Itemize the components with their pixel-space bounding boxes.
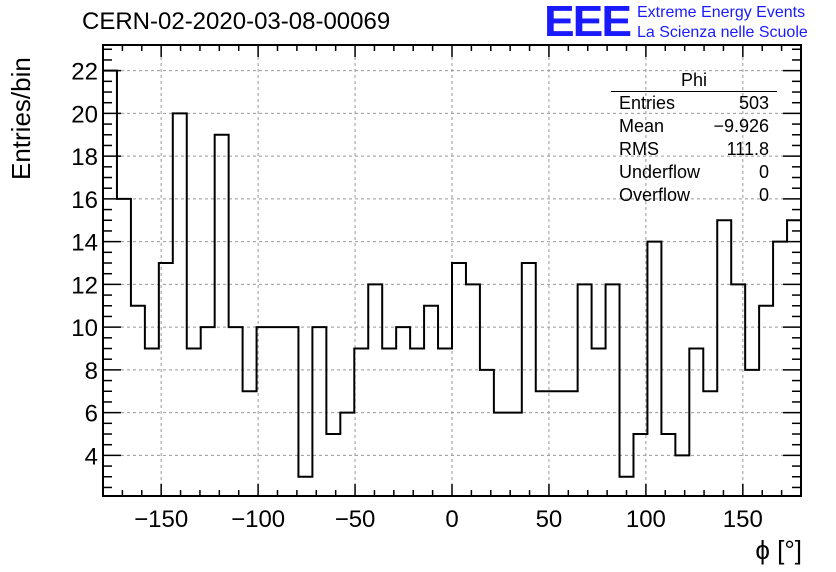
stats-value: 111.8	[726, 139, 769, 159]
stats-row-underflow: Underflow 0	[611, 161, 777, 184]
x-tick-label: −100	[231, 506, 285, 533]
stats-row-entries: Entries 503	[611, 92, 777, 115]
stats-row-mean: Mean −9.926	[611, 115, 777, 138]
y-tick-label: 10	[71, 315, 98, 342]
logo-line-2: La Scienza nelle Scuole	[637, 24, 808, 41]
stats-row-rms: RMS 111.8	[611, 138, 777, 161]
stats-value: 0	[758, 185, 769, 205]
y-tick-label: 4	[85, 443, 98, 470]
chart-title: CERN-02-2020-03-08-00069	[82, 8, 391, 35]
y-tick-label: 20	[71, 101, 98, 128]
x-tick-label: −150	[134, 506, 188, 533]
x-tick-label: 0	[445, 506, 458, 533]
stats-box: Phi Entries 503 Mean −9.926 RMS 111.8 Under…	[611, 70, 777, 207]
stats-label: Overflow	[619, 185, 691, 205]
y-tick-label: 6	[85, 401, 98, 428]
stats-value: −9.926	[713, 116, 769, 136]
logo-line-1: Extreme Energy Events	[637, 4, 806, 21]
stats-value: 0	[758, 162, 769, 182]
y-axis: 4 6 8 10 12 14 16 18 20 22	[71, 48, 801, 489]
stats-label: RMS	[619, 139, 659, 159]
stats-label: Underflow	[619, 162, 701, 182]
x-tick-label: 50	[536, 506, 563, 533]
x-tick-label: 150	[723, 506, 763, 533]
stats-title: Phi	[611, 70, 777, 92]
stats-row-overflow: Overflow 0	[611, 184, 777, 207]
stats-value: 503	[738, 93, 769, 113]
stats-label: Entries	[619, 93, 676, 113]
histogram-line	[103, 69, 801, 478]
y-tick-label: 16	[71, 187, 98, 214]
y-tick-label: 12	[71, 272, 98, 299]
y-tick-label: 14	[71, 230, 98, 257]
eee-logo: EEE	[544, 0, 632, 46]
y-axis-label: Entries/bin	[6, 57, 36, 180]
x-tick-label: 100	[626, 506, 666, 533]
x-tick-label: −50	[335, 506, 376, 533]
y-tick-label: 18	[71, 144, 98, 171]
x-axis: −150 −100 −50 0 50 100 150	[102, 45, 802, 533]
stats-label: Mean	[619, 116, 665, 136]
y-tick-label: 22	[71, 59, 98, 86]
y-tick-label: 8	[85, 358, 98, 385]
x-axis-label: ϕ [°]	[755, 535, 802, 565]
